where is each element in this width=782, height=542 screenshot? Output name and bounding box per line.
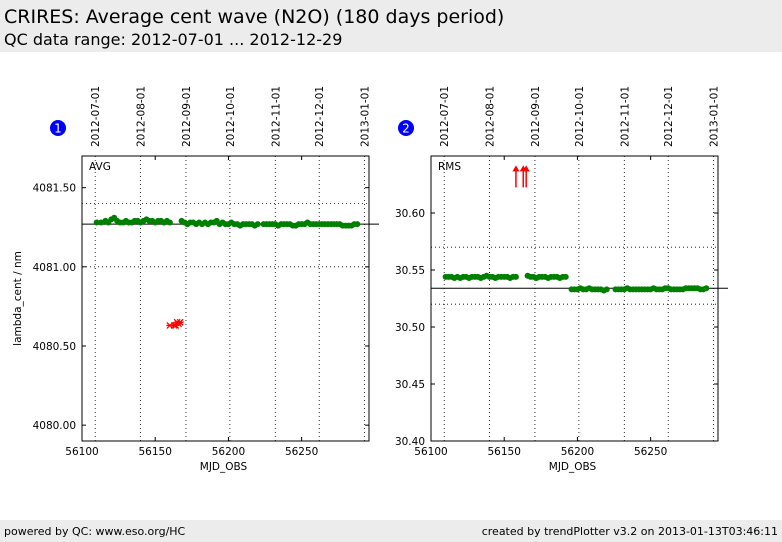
x-tick-label: 56250 — [285, 446, 318, 458]
y-tick-label: 30.40 — [395, 436, 425, 448]
date-tick-label: 2012-08-01 — [136, 86, 148, 147]
y-tick-label: 4080.50 — [33, 341, 76, 353]
outlier-arrow — [512, 165, 520, 188]
report-footer: powered by QC: www.eso.org/HC created by… — [0, 520, 782, 542]
panel-label: RMS — [438, 161, 461, 173]
outlier-arrow — [522, 165, 530, 188]
x-tick-label: 56200 — [212, 446, 245, 458]
y-tick-label: 4080.00 — [33, 420, 76, 432]
x-tick-label: 56250 — [634, 446, 667, 458]
footer-credit: powered by QC: www.eso.org/HC — [4, 525, 186, 538]
series-data — [442, 272, 710, 294]
date-tick-label: 2012-11-01 — [270, 86, 282, 147]
date-tick-label: 2012-10-01 — [574, 86, 586, 147]
data-point — [254, 221, 261, 228]
panel-badge-number: 2 — [402, 122, 410, 136]
outlier-arrow-head — [522, 165, 530, 172]
date-tick-label: 2012-08-01 — [485, 86, 497, 147]
outlier-point — [176, 318, 184, 326]
date-tick-label: 2012-12-01 — [314, 86, 326, 147]
x-tick-label: 56150 — [139, 446, 172, 458]
data-point — [166, 219, 173, 226]
plot-frame — [81, 155, 370, 442]
footer-created-by: created by trendPlotter v3.2 on 2013-01-… — [481, 525, 778, 538]
x-axis-label: MJD_OBS — [549, 461, 597, 473]
date-tick-label: 2012-11-01 — [619, 86, 631, 147]
panel-badge-number: 1 — [54, 122, 62, 136]
x-tick-label: 56200 — [561, 446, 594, 458]
report-title: CRIRES: Average cent wave (N2O) (180 day… — [4, 6, 505, 28]
report-subtitle: QC data range: 2012-07-01 ... 2012-12-29 — [4, 30, 343, 49]
date-tick-label: 2012-10-01 — [225, 86, 237, 147]
outlier-arrow-head — [512, 165, 520, 172]
x-tick-label: 56150 — [488, 446, 521, 458]
data-point — [512, 273, 519, 280]
date-tick-label: 2013-01-01 — [709, 86, 721, 147]
y-tick-label: 4081.50 — [33, 183, 76, 195]
y-axis-label: lambda_cent / nm — [12, 251, 24, 346]
panel-label: AVG — [89, 161, 111, 173]
data-point — [93, 219, 100, 226]
series-data — [93, 214, 361, 229]
x-axis-label: MJD_OBS — [200, 461, 248, 473]
chart-panel-2: 2 2012-07-01 2012-08-01 2012-09-01 2012-10-0… — [395, 86, 728, 473]
data-point — [562, 273, 569, 280]
date-tick-label: 2012-09-01 — [181, 86, 193, 147]
y-tick-label: 30.55 — [395, 265, 425, 277]
data-point — [354, 221, 361, 228]
plot-frame — [430, 155, 719, 442]
y-tick-label: 4081.00 — [33, 262, 76, 274]
x-tick-label: 56100 — [65, 446, 98, 458]
report-header: CRIRES: Average cent wave (N2O) (180 day… — [0, 0, 782, 52]
date-tick-label: 2012-07-01 — [90, 86, 102, 147]
data-point — [703, 285, 710, 292]
data-point — [603, 286, 610, 293]
date-tick-label: 2012-07-01 — [439, 86, 451, 147]
y-tick-label: 30.45 — [395, 379, 425, 391]
date-tick-label: 2012-09-01 — [530, 86, 542, 147]
series-outlier — [512, 165, 530, 188]
chart-panel-1: 1 2012-07-01 2012-08-01 2012-09-01 2012-10-0… — [12, 86, 379, 473]
y-tick-label: 30.60 — [395, 208, 425, 220]
panel-badge-circle — [50, 120, 66, 136]
y-tick-label: 30.50 — [395, 322, 425, 334]
panel-badge-circle — [398, 120, 414, 136]
trend-plots: 1 2012-07-01 2012-08-01 2012-09-01 2012-10-0… — [12, 86, 728, 473]
date-tick-label: 2013-01-01 — [360, 86, 372, 147]
series-outlier — [166, 318, 184, 329]
date-tick-label: 2012-12-01 — [663, 86, 675, 147]
x-tick-label: 56100 — [414, 446, 447, 458]
